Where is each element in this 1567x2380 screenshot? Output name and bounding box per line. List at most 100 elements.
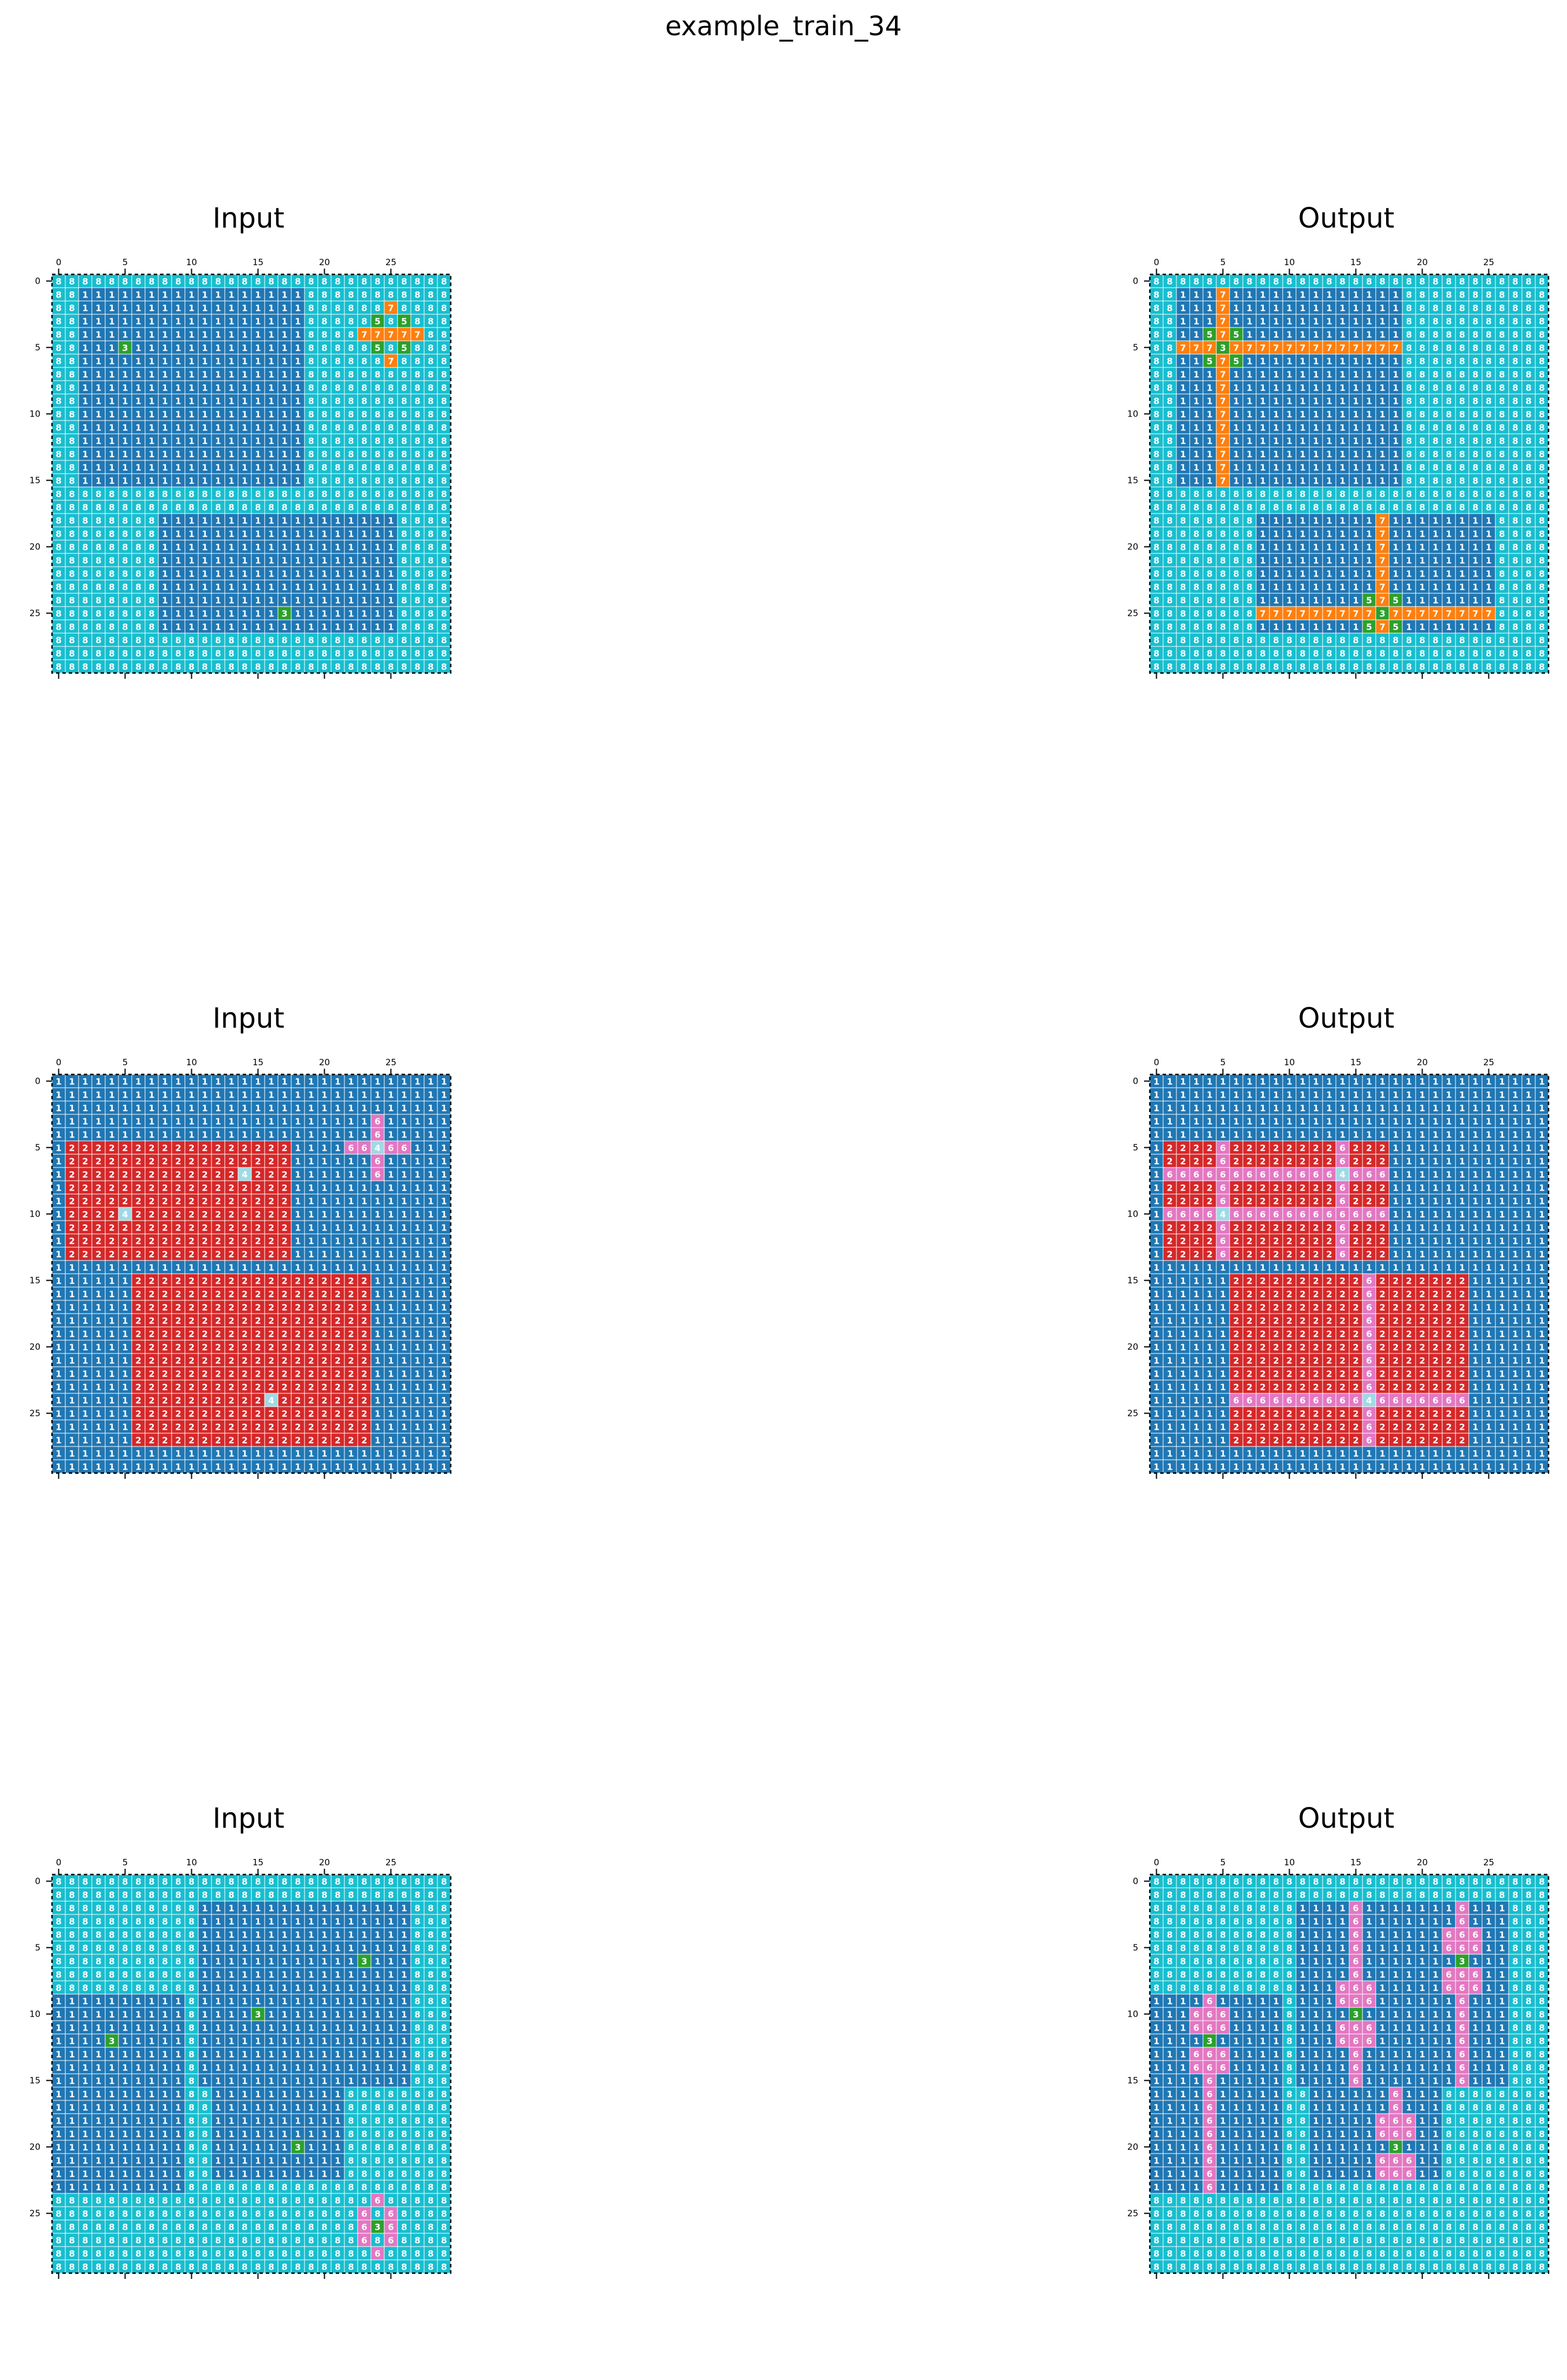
cell-value: 1: [428, 1156, 433, 1167]
cell-value: 1: [162, 330, 168, 340]
cell-value: 1: [321, 1196, 327, 1207]
cell-value: 8: [1459, 423, 1465, 433]
cell-value: 1: [1206, 436, 1212, 447]
cell-value: 8: [82, 503, 88, 513]
cell-value: 8: [1180, 569, 1186, 579]
cell-value: 8: [69, 622, 75, 633]
cell-value: 1: [268, 423, 274, 433]
cell-value: 1: [69, 1356, 75, 1366]
cell-value: 2: [175, 1316, 181, 1326]
cell-value: 1: [401, 1276, 407, 1286]
cell-value: 8: [1286, 662, 1292, 672]
cell-value: 8: [55, 596, 61, 606]
cell-value: 1: [401, 1289, 407, 1300]
cell-value: 8: [1206, 649, 1212, 659]
cell-value: 1: [228, 622, 234, 633]
cell-value: 8: [295, 649, 300, 659]
cell-value: 8: [1246, 542, 1252, 553]
cell-value: 1: [1379, 476, 1385, 486]
cell-value: 1: [295, 410, 300, 420]
cell-value: 8: [1539, 303, 1544, 314]
cell-value: 2: [95, 1143, 101, 1154]
cell-value: 1: [348, 1183, 354, 1193]
cell-value: 1: [1286, 396, 1292, 407]
cell-value: 1: [122, 330, 128, 340]
cell-value: 1: [295, 463, 300, 473]
cell-value: 1: [1246, 449, 1252, 460]
cell-value: 8: [69, 290, 75, 300]
cell-value: 8: [1353, 489, 1358, 500]
cell-value: 1: [162, 556, 168, 566]
cell-value: 8: [414, 476, 420, 486]
cell-value: 1: [82, 317, 88, 327]
cell-value: 4: [242, 1170, 247, 1180]
cell-value: 8: [1220, 489, 1226, 500]
cell-value: 8: [1525, 649, 1531, 659]
cell-value: 8: [55, 556, 61, 566]
x-tick-label: 5: [1220, 257, 1226, 267]
cell-value: 8: [1432, 449, 1438, 460]
cell-value: 2: [268, 1289, 274, 1300]
cell-value: 1: [122, 303, 128, 314]
cell-value: 1: [1260, 463, 1265, 473]
cell-value: 8: [1459, 396, 1465, 407]
cell-value: 8: [1459, 356, 1465, 367]
cell-value: 8: [441, 582, 447, 593]
cell-value: 1: [1180, 383, 1186, 393]
cell-value: 2: [295, 1276, 300, 1286]
cell-value: 1: [1286, 516, 1292, 526]
cell-value: 1: [122, 1103, 128, 1114]
cell-value: 1: [428, 1329, 433, 1340]
cell-value: 8: [69, 649, 75, 659]
cell-value: 8: [321, 649, 327, 659]
cell-value: 7: [1260, 609, 1265, 619]
cell-value: 1: [242, 356, 247, 367]
cell-value: 1: [268, 463, 274, 473]
cell-value: 2: [255, 1236, 261, 1247]
cell-value: 2: [242, 1183, 247, 1193]
cell-value: 1: [1432, 542, 1438, 553]
cell-value: 1: [1286, 582, 1292, 593]
cell-value: 8: [414, 463, 420, 473]
cell-value: 8: [401, 649, 407, 659]
cell-value: 8: [1419, 370, 1425, 380]
cell-value: 1: [1339, 449, 1345, 460]
cell-value: 8: [321, 317, 327, 327]
cell-value: 6: [348, 1143, 354, 1154]
cell-value: 1: [215, 622, 221, 633]
cell-value: 1: [1260, 542, 1265, 553]
cell-value: 1: [268, 396, 274, 407]
cell-value: 1: [175, 1103, 181, 1114]
cell-value: 8: [1246, 635, 1252, 646]
cell-value: 1: [1313, 542, 1319, 553]
cell-value: 1: [55, 1343, 61, 1353]
cell-value: 8: [55, 330, 61, 340]
cell-value: 8: [1206, 489, 1212, 500]
cell-value: 1: [1193, 423, 1199, 433]
cell-value: 1: [162, 1103, 168, 1114]
cell-value: 8: [428, 317, 433, 327]
cell-value: 8: [148, 503, 154, 513]
cell-value: 2: [188, 1343, 194, 1353]
cell-value: 7: [1459, 609, 1465, 619]
cell-value: 7: [1220, 383, 1226, 393]
cell-value: 2: [202, 1343, 207, 1353]
cell-value: 8: [1180, 277, 1186, 287]
cell-value: 2: [148, 1143, 154, 1154]
cell-value: 2: [69, 1236, 75, 1247]
cell-value: 8: [1153, 449, 1159, 460]
cell-value: 1: [268, 569, 274, 579]
cell-value: 1: [1313, 449, 1319, 460]
cell-value: 8: [122, 582, 128, 593]
cell-value: 8: [1233, 622, 1239, 633]
cell-value: 8: [55, 662, 61, 672]
cell-value: 1: [1459, 542, 1465, 553]
cell-value: 1: [1326, 596, 1332, 606]
cell-value: 2: [215, 1156, 221, 1167]
cell-value: 8: [1379, 277, 1385, 287]
cell-value: 1: [188, 1077, 194, 1087]
cell-value: 8: [428, 370, 433, 380]
cell-value: 8: [361, 662, 367, 672]
cell-value: 1: [122, 1303, 128, 1313]
cell-value: 1: [401, 1329, 407, 1340]
